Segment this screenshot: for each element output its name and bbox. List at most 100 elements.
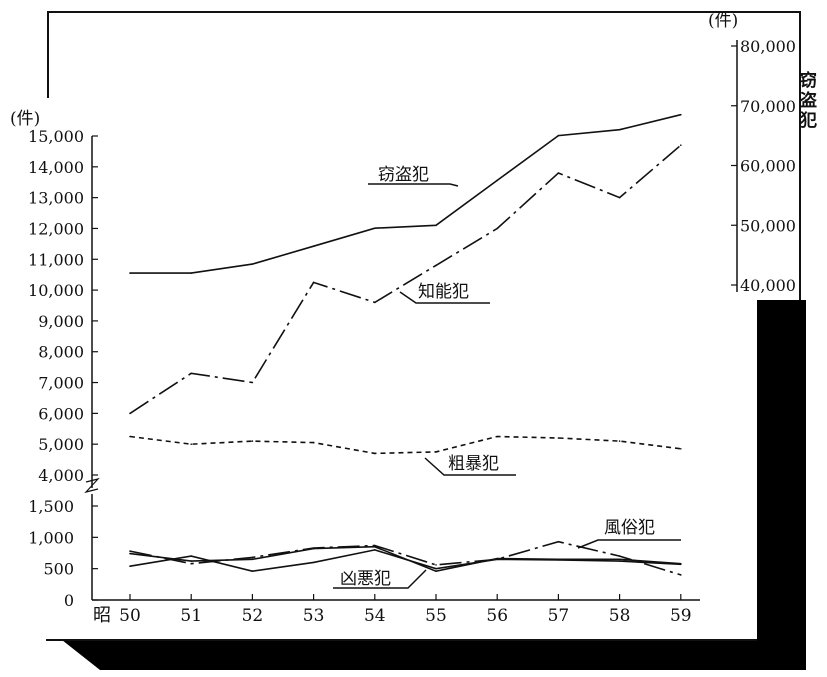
x-tick-label: 53 [303, 606, 325, 626]
series-label-vice: 風俗犯 [604, 518, 655, 538]
upper-left-tick-label: 4,000 [38, 466, 84, 485]
data-point [557, 437, 560, 439]
upper-left-tick-group: 15,000 14,000 13,000 12,000 11,000 10,000 9,00… [28, 127, 98, 485]
data-point [374, 452, 376, 455]
data-point [190, 272, 192, 274]
data-point [129, 435, 131, 438]
right-tick-label: 50,000 [740, 216, 796, 235]
right-tick-group: 80,000 70,000 60,000 50,000 40,000 [731, 37, 796, 295]
data-point [618, 558, 621, 561]
callout-violent-line [424, 457, 516, 476]
upper-left-tick-label: 12,000 [28, 219, 84, 238]
lower-left-tick-label: 1,500 [28, 497, 74, 516]
upper-left-tick-label: 15,000 [28, 127, 84, 146]
x-tick-group: 50 51 52 53 54 55 56 57 58 59 [119, 594, 692, 626]
data-point [435, 567, 437, 570]
right-axis-title: 窃盗犯 [799, 70, 817, 131]
callout-theft-line [368, 183, 459, 187]
data-point [312, 281, 315, 284]
upper-left-tick-label: 7,000 [38, 374, 84, 393]
data-point [374, 549, 376, 551]
right-tick-label: 60,000 [740, 157, 796, 176]
axis-break-mark [84, 477, 100, 494]
x-tick-label: 55 [425, 606, 447, 626]
data-point [618, 560, 621, 562]
data-point [129, 565, 131, 567]
data-point [190, 560, 192, 562]
upper-left-tick-label: 14,000 [28, 158, 84, 177]
data-point [435, 224, 437, 227]
data-point [618, 196, 621, 199]
upper-left-tick-label: 6,000 [38, 404, 84, 423]
data-point [618, 128, 621, 131]
data-point [435, 564, 437, 566]
series-line [129, 144, 682, 415]
x-era-label: 昭 [93, 605, 111, 626]
data-point [374, 545, 376, 548]
data-point [251, 263, 254, 265]
data-point [312, 547, 315, 550]
right-tick-label: 40,000 [740, 276, 796, 295]
upper-left-tick-label: 11,000 [28, 250, 84, 269]
data-point [374, 301, 376, 304]
callout-vice-line [577, 539, 681, 549]
series-label-violent: 粗暴犯 [448, 454, 499, 474]
data-point [496, 435, 499, 438]
data-point [190, 562, 192, 565]
data-point [312, 561, 315, 564]
series-label-intellectual: 知能犯 [418, 282, 469, 302]
upper-left-tick-label: 10,000 [28, 281, 84, 300]
x-tick-label: 54 [364, 606, 386, 626]
x-tick-label: 57 [548, 606, 570, 626]
lower-left-tick-label: 0 [64, 591, 74, 610]
data-point [374, 227, 376, 229]
upper-left-tick-label: 5,000 [38, 435, 84, 454]
series-label-heinous: 凶悪犯 [340, 569, 391, 589]
data-point [680, 113, 682, 116]
data-point [129, 412, 131, 415]
series-line [129, 545, 681, 573]
data-point [251, 558, 254, 561]
x-tick-label: 58 [609, 606, 631, 626]
data-point [374, 544, 376, 547]
series-line [129, 540, 682, 576]
callout-heinous-line [333, 569, 427, 589]
data-point [129, 552, 131, 555]
data-point [312, 245, 315, 247]
lower-left-tick-group: 1,500 1,000 500 0 [28, 497, 98, 610]
data-point [557, 172, 560, 174]
right-tick-label: 80,000 [740, 37, 796, 56]
x-tick-label: 50 [119, 606, 141, 626]
x-tick-label: 51 [180, 606, 202, 626]
upper-left-tick-label: 13,000 [28, 189, 84, 208]
data-point [312, 441, 315, 444]
data-point [557, 134, 560, 137]
data-point [435, 451, 437, 453]
data-point [251, 570, 254, 572]
right-tick-label: 70,000 [740, 97, 796, 116]
x-tick-label: 59 [670, 606, 692, 626]
series-line [129, 435, 681, 455]
data-point [190, 443, 192, 446]
data-point [190, 555, 192, 557]
data-point [251, 440, 254, 442]
upper-left-tick-label: 8,000 [38, 343, 84, 362]
x-tick-label: 56 [486, 606, 508, 626]
data-point [680, 562, 682, 565]
right-unit-label: (件) [708, 11, 738, 31]
data-point [129, 550, 131, 552]
data-point [251, 556, 254, 559]
series-label-theft: 窃盗犯 [378, 165, 429, 185]
callout-intellectual-line [399, 291, 490, 304]
data-point [435, 570, 437, 572]
data-point [435, 264, 437, 267]
series-group [129, 113, 682, 576]
lower-left-tick-label: 500 [43, 560, 74, 579]
data-point [496, 227, 499, 230]
frame-border [47, 11, 801, 300]
data-point [129, 272, 131, 274]
data-point [557, 558, 560, 561]
data-point [496, 557, 499, 560]
